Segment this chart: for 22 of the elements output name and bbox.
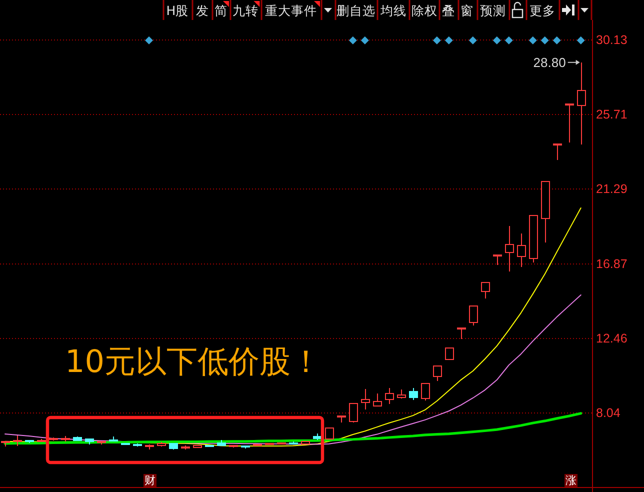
text: 预测	[480, 3, 506, 18]
text: 重大事件	[264, 3, 317, 18]
text: 发	[196, 3, 209, 18]
y-tick-label: 21.29	[596, 182, 628, 196]
text: 除权	[411, 3, 438, 18]
text: 更多	[530, 3, 556, 18]
y-tick-label: 25.71	[596, 108, 628, 122]
annotation: 28.80	[533, 54, 566, 70]
annotation: 10元以下低价股！	[65, 344, 322, 380]
y-tick-label: 30.13	[596, 32, 628, 47]
text: 简	[214, 3, 228, 18]
y-tick-label: 16.87	[596, 256, 628, 271]
text: 九转	[232, 3, 258, 18]
tag: 涨	[564, 474, 578, 487]
text: 窗	[460, 3, 474, 18]
y-tick-label: 12.46	[596, 331, 628, 346]
text: 叠	[442, 3, 455, 18]
text: H股	[166, 3, 189, 18]
y-tick-label: 8.04	[596, 406, 620, 420]
text: 均线	[379, 3, 406, 18]
text: 删自选	[336, 3, 376, 18]
tag: 财	[144, 474, 156, 487]
